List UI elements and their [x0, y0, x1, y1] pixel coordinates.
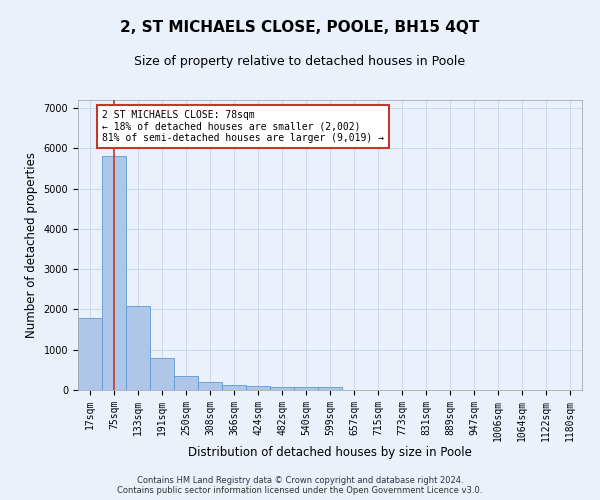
Bar — [318, 388, 342, 390]
Bar — [294, 387, 318, 390]
Y-axis label: Number of detached properties: Number of detached properties — [25, 152, 38, 338]
Text: 2 ST MICHAELS CLOSE: 78sqm
← 18% of detached houses are smaller (2,002)
81% of s: 2 ST MICHAELS CLOSE: 78sqm ← 18% of deta… — [102, 110, 384, 144]
Bar — [150, 358, 174, 390]
Text: Contains HM Land Registry data © Crown copyright and database right 2024.
Contai: Contains HM Land Registry data © Crown c… — [118, 476, 482, 495]
Bar — [78, 318, 102, 390]
Text: 2, ST MICHAELS CLOSE, POOLE, BH15 4QT: 2, ST MICHAELS CLOSE, POOLE, BH15 4QT — [121, 20, 479, 35]
Text: Size of property relative to detached houses in Poole: Size of property relative to detached ho… — [134, 55, 466, 68]
Bar — [246, 386, 270, 390]
Bar — [126, 306, 150, 390]
Bar — [174, 376, 198, 390]
Bar — [102, 156, 126, 390]
Bar — [222, 385, 246, 390]
X-axis label: Distribution of detached houses by size in Poole: Distribution of detached houses by size … — [188, 446, 472, 460]
Bar — [198, 382, 222, 390]
Bar — [270, 386, 294, 390]
